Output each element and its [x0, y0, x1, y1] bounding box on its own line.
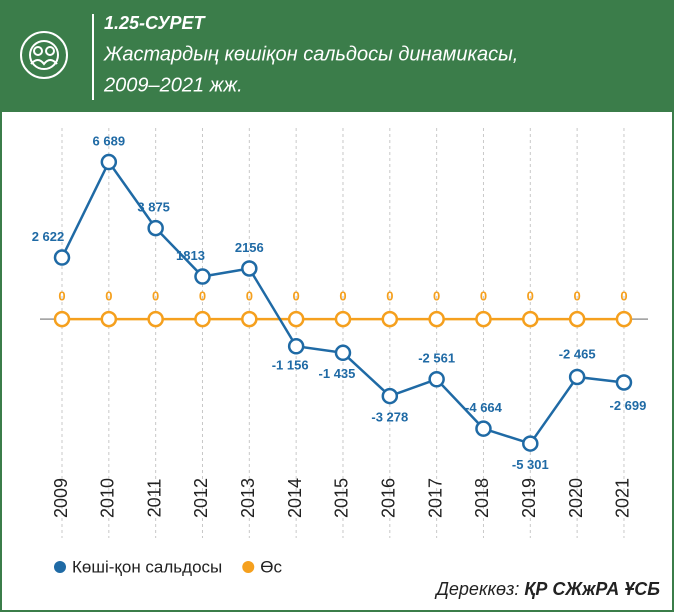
- point: [428, 310, 445, 328]
- data-label: 3 875: [137, 200, 170, 215]
- data-label: 0: [620, 289, 627, 304]
- x-tick-label: 2021: [613, 478, 633, 518]
- data-label: 0: [386, 289, 393, 304]
- x-tick-label: 2013: [238, 478, 258, 518]
- figure-number: 1.25-СУРЕТ: [104, 13, 207, 33]
- x-tick-label: 2017: [425, 478, 445, 518]
- x-tick-label: 2018: [472, 478, 492, 518]
- x-tick-label: 2019: [519, 478, 539, 518]
- point: [381, 310, 399, 328]
- data-label: -1 156: [272, 358, 309, 373]
- data-label: 0: [574, 289, 581, 304]
- data-label: 0: [339, 289, 346, 304]
- x-tick-label: 2010: [98, 478, 118, 518]
- data-label: -2 699: [610, 398, 647, 413]
- source-label: Дереккөз:: [434, 579, 519, 599]
- point: [522, 310, 539, 328]
- point: [241, 260, 258, 277]
- x-tick-label: 2016: [379, 478, 399, 518]
- data-label: 0: [433, 289, 440, 304]
- data-label: 0: [58, 289, 65, 304]
- legend-swatch: [242, 561, 255, 573]
- data-label: 6 689: [93, 133, 126, 148]
- legend-label: Көші-қон сальдосы: [72, 557, 222, 576]
- source-text: ҚР СЖжРА ҰСБ: [524, 579, 660, 599]
- data-label: 0: [199, 289, 206, 304]
- title-line: Жастардың көшіқон сальдосы динамикасы,: [103, 43, 518, 65]
- icon: [20, 31, 68, 79]
- point: [147, 310, 164, 328]
- data-label: -2 465: [559, 346, 596, 361]
- point: [475, 420, 492, 437]
- data-label: 0: [480, 289, 487, 304]
- point: [428, 370, 445, 388]
- x-tick-label: 2012: [191, 478, 211, 518]
- data-label: 0: [152, 289, 159, 304]
- title-line: 2009–2021 жж.: [103, 74, 243, 96]
- point: [287, 310, 305, 328]
- point: [334, 344, 352, 362]
- data-label: 0: [527, 289, 534, 304]
- point: [568, 368, 586, 386]
- point: [53, 310, 71, 328]
- point: [241, 310, 258, 328]
- point: [475, 310, 492, 328]
- x-tick-label: 2020: [566, 478, 586, 518]
- data-label: 2156: [235, 240, 264, 255]
- x-tick-label: 2011: [144, 479, 164, 518]
- data-label: -2 561: [418, 351, 455, 366]
- point: [100, 153, 118, 171]
- point: [194, 268, 211, 285]
- data-label: -5 301: [512, 457, 549, 472]
- point: [194, 310, 211, 328]
- point: [147, 219, 164, 237]
- data-label: -4 664: [465, 400, 503, 415]
- data-label: -1 435: [319, 366, 356, 381]
- data-label: 0: [246, 289, 253, 304]
- legend-label: Өс: [260, 557, 282, 576]
- point: [287, 338, 305, 355]
- source: Дереккөз: ҚР СЖжРА ҰСБ: [434, 579, 660, 599]
- data-label: 2 622: [32, 229, 65, 244]
- data-label: 0: [293, 289, 300, 304]
- point: [381, 387, 399, 405]
- legend-swatch: [54, 561, 66, 573]
- data-label: 1813: [176, 248, 205, 263]
- point: [522, 435, 539, 452]
- x-tick-label: 2009: [51, 478, 71, 518]
- point: [615, 310, 633, 328]
- header-bg: [0, 0, 674, 112]
- point: [53, 249, 71, 266]
- data-label: 0: [105, 289, 112, 304]
- x-tick-label: 2015: [332, 478, 352, 518]
- x-tick-label: 2014: [285, 478, 305, 518]
- point: [568, 310, 586, 328]
- point: [334, 310, 352, 328]
- point: [615, 374, 633, 391]
- point: [100, 310, 118, 328]
- data-label: -3 278: [371, 410, 408, 425]
